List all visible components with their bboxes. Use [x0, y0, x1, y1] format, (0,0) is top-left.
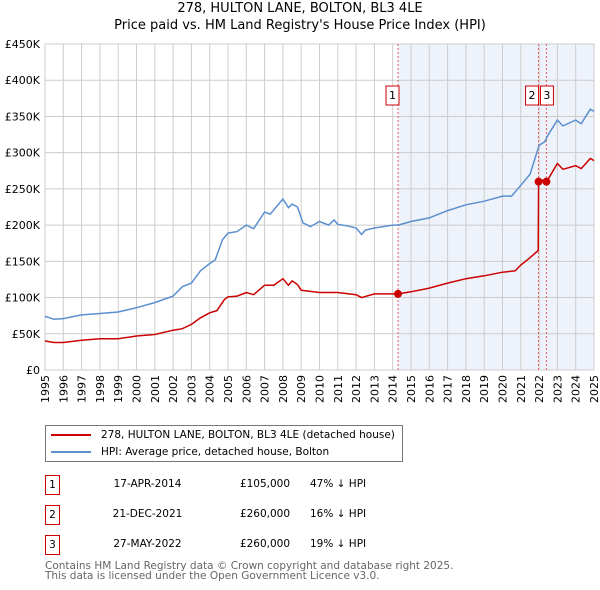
x-tick-label: 2014	[387, 375, 400, 403]
x-tick-label: 1995	[39, 375, 52, 403]
chart-title-line1: 278, HULTON LANE, BOLTON, BL3 4LE	[177, 1, 423, 16]
legend-label-property: 278, HULTON LANE, BOLTON, BL3 4LE (detac…	[101, 429, 395, 441]
transaction-hpi: 19% ↓ HPI	[310, 538, 367, 550]
legend-item-hpi: HPI: Average price, detached house, Bolt…	[51, 444, 329, 460]
legend: 278, HULTON LANE, BOLTON, BL3 4LE (detac…	[45, 425, 403, 462]
transaction-hpi: 47% ↓ HPI	[310, 478, 367, 490]
transaction-number: 3	[45, 535, 60, 555]
footer-licence: This data is licensed under the Open Gov…	[45, 570, 380, 582]
transaction-row: 3 27-MAY-2022 £260,000 19% ↓ HPI	[45, 535, 445, 555]
legend-swatch-property	[51, 434, 91, 436]
transaction-price: £105,000	[239, 478, 291, 490]
legend-label-hpi: HPI: Average price, detached house, Bolt…	[101, 446, 330, 458]
y-tick-label: £50K	[12, 328, 41, 341]
x-tick-label: 2011	[332, 375, 345, 403]
transaction-row: 1 17-APR-2014 £105,000 47% ↓ HPI	[45, 475, 445, 495]
sale-label-box	[539, 85, 554, 106]
x-tick-label: 2003	[185, 375, 198, 403]
hpi-line	[44, 108, 595, 321]
y-tick-label: £400K	[5, 74, 41, 87]
transaction-date: 17-APR-2014	[113, 478, 182, 490]
footer: Contains HM Land Registry data © Crown c…	[45, 560, 454, 582]
x-tick-label: 2021	[515, 375, 528, 403]
y-tick-label: £250K	[5, 183, 41, 196]
transaction-number: 2	[45, 505, 60, 525]
y-tick-label: £100K	[5, 292, 41, 305]
sale-point	[542, 177, 551, 186]
transaction-hpi: 16% ↓ HPI	[310, 508, 367, 520]
legend-swatch-hpi	[51, 451, 91, 453]
x-tick-label: 2004	[204, 375, 217, 403]
x-tick-label: 2002	[167, 375, 180, 403]
shaded-region	[398, 44, 594, 370]
x-tick-label: 2006	[240, 375, 253, 403]
transaction-price: £260,000	[239, 508, 291, 520]
sale-label-box	[385, 85, 400, 106]
x-tick-label: 2010	[314, 375, 327, 403]
x-tick-label: 2009	[295, 375, 308, 403]
x-tick-label: 2017	[442, 375, 455, 403]
x-tick-label: 1996	[57, 375, 70, 403]
x-tick-label: 2012	[350, 375, 363, 403]
transaction-number: 1	[45, 475, 60, 495]
transaction-date: 27-MAY-2022	[113, 538, 182, 550]
y-tick-label: £200K	[5, 219, 41, 232]
transaction-date: 21-DEC-2021	[112, 508, 183, 520]
x-tick-label: 2013	[368, 375, 381, 403]
x-tick-label: 1997	[76, 375, 89, 403]
x-tick-label: 2023	[551, 375, 564, 403]
x-tick-label: 2005	[222, 375, 235, 403]
y-tick-label: £450K	[5, 38, 41, 51]
x-tick-label: 2000	[131, 375, 144, 403]
x-tick-label: 1999	[112, 375, 125, 403]
sale-label-box	[525, 85, 540, 106]
sale-label: 3	[543, 89, 550, 102]
x-tick-label: 2018	[460, 375, 473, 403]
y-tick-label: £350K	[5, 110, 41, 123]
x-tick-label: 2022	[533, 375, 546, 403]
x-tick-label: 2001	[149, 375, 162, 403]
x-tick-label: 2019	[478, 375, 491, 403]
sale-point	[394, 289, 403, 298]
x-tick-label: 2008	[277, 375, 290, 403]
transaction-price: £260,000	[239, 538, 291, 550]
sale-label: 1	[389, 89, 396, 102]
price-chart: 1995 1996 1997 1998 1999 2000 2001 2002 2003 2004…	[5, 38, 600, 403]
plot-border	[44, 43, 595, 371]
x-tick-label: 2015	[405, 375, 418, 403]
chart-title-line2: Price paid vs. HM Land Registry's House …	[114, 18, 486, 33]
y-tick-label: £0	[26, 364, 40, 377]
x-tick-label: 2007	[259, 375, 272, 403]
footer-copyright: Contains HM Land Registry data © Crown c…	[45, 560, 454, 572]
x-tick-label: 2020	[497, 375, 510, 403]
legend-item-property: 278, HULTON LANE, BOLTON, BL3 4LE (detac…	[51, 427, 395, 443]
x-tick-label: 2024	[570, 375, 583, 403]
x-tick-label: 2025	[588, 375, 600, 403]
transaction-row: 2 21-DEC-2021 £260,000 16% ↓ HPI	[45, 505, 445, 525]
x-tick-label: 2016	[423, 375, 436, 403]
sale-point	[534, 177, 543, 186]
x-tick-label: 1998	[94, 375, 107, 403]
y-tick-label: £150K	[5, 255, 41, 268]
sale-label: 2	[529, 89, 536, 102]
y-tick-label: £300K	[5, 147, 41, 160]
